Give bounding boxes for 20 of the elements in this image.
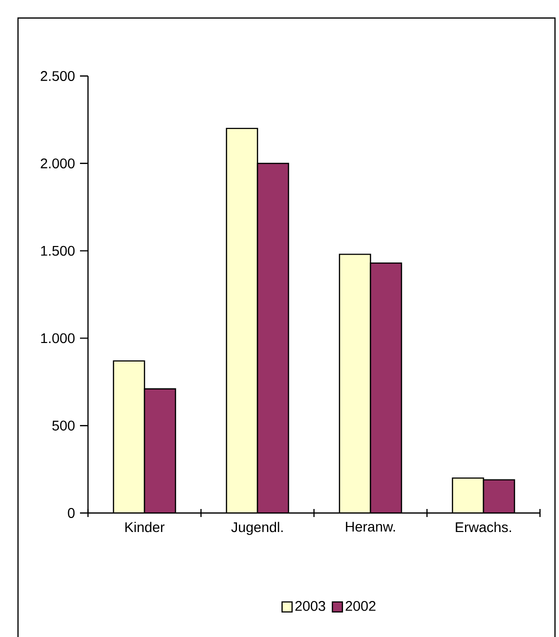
x-tick-label: Kinder bbox=[125, 522, 164, 532]
bar bbox=[452, 477, 484, 513]
bar bbox=[226, 128, 258, 513]
x-tick-label: Erwachs. bbox=[456, 522, 511, 532]
y-tick-label: 2.500 bbox=[40, 71, 75, 81]
y-tick-label: 1.500 bbox=[41, 246, 75, 256]
y-tick-label: 2.000 bbox=[40, 158, 75, 168]
x-tick-label: Jugendl. bbox=[231, 522, 283, 535]
legend-label: 2003 bbox=[295, 601, 326, 611]
bar bbox=[370, 263, 402, 513]
bar bbox=[339, 254, 370, 513]
bar bbox=[257, 163, 288, 513]
bar bbox=[482, 479, 516, 513]
x-tick-label: Heranw. bbox=[346, 522, 395, 532]
legend-label: 2002 bbox=[346, 601, 376, 611]
y-tick-label: 1.000 bbox=[41, 333, 75, 344]
y-tick-label: 0 bbox=[68, 508, 75, 518]
bar bbox=[113, 360, 144, 513]
y-tick-label: 500 bbox=[52, 420, 75, 431]
bar bbox=[144, 388, 176, 513]
